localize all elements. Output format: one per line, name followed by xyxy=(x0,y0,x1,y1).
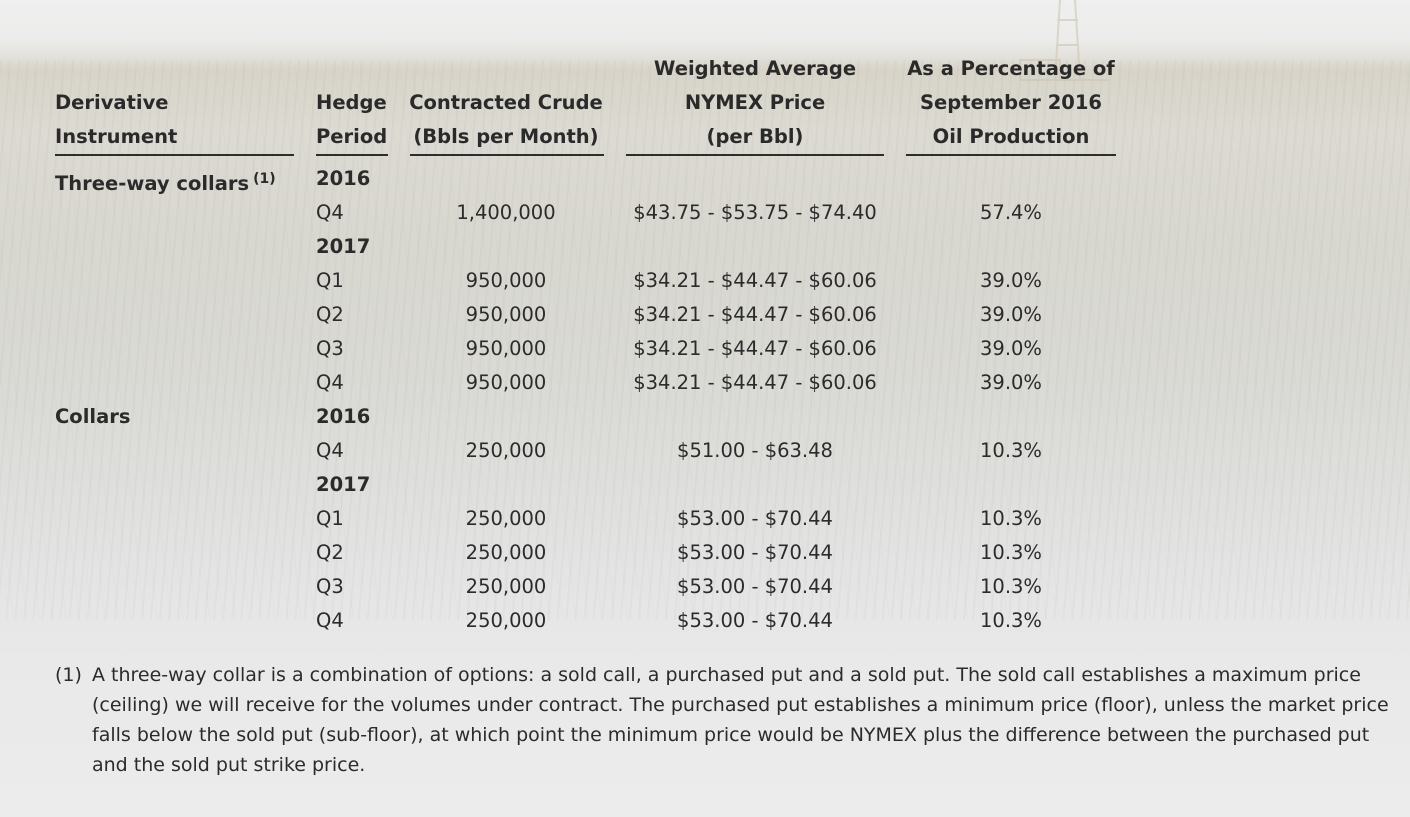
row-period: 2016 xyxy=(316,167,371,190)
row-period: 2017 xyxy=(316,473,371,496)
footnote: (1) A three-way collar is a combination … xyxy=(55,660,1395,780)
row-volume: 1,400,000 xyxy=(456,201,556,224)
header-underline-percent xyxy=(906,154,1116,156)
header-period-line1: Hedge xyxy=(316,91,387,114)
footnote-number: (1) xyxy=(55,664,82,686)
row-percent: 57.4% xyxy=(980,201,1042,224)
row-period: 2017 xyxy=(316,235,371,258)
row-percent: 10.3% xyxy=(980,541,1042,564)
row-price: $34.21 - $44.47 - $60.06 xyxy=(633,337,877,360)
row-price: $34.21 - $44.47 - $60.06 xyxy=(633,269,877,292)
instrument-name: Three-way collars xyxy=(55,172,250,195)
header-volume-line2: (Bbls per Month) xyxy=(413,125,599,148)
row-price: $53.00 - $70.44 xyxy=(677,507,833,530)
row-percent: 39.0% xyxy=(980,371,1042,394)
row-price: $53.00 - $70.44 xyxy=(677,541,833,564)
row-percent: 39.0% xyxy=(980,269,1042,292)
header-underline-period xyxy=(316,154,388,156)
row-price: $34.21 - $44.47 - $60.06 xyxy=(633,303,877,326)
header-underline-instrument xyxy=(55,154,294,156)
header-price-line3: (per Bbl) xyxy=(706,125,804,148)
row-volume: 250,000 xyxy=(465,439,547,462)
row-price: $43.75 - $53.75 - $74.40 xyxy=(633,201,877,224)
row-period: Q2 xyxy=(316,303,344,326)
row-period: Q3 xyxy=(316,575,344,598)
header-underline-price xyxy=(626,154,884,156)
row-percent: 10.3% xyxy=(980,439,1042,462)
row-volume: 950,000 xyxy=(465,303,547,326)
instrument-name: Collars xyxy=(55,405,131,428)
row-percent: 10.3% xyxy=(980,507,1042,530)
row-percent: 10.3% xyxy=(980,575,1042,598)
row-price: $53.00 - $70.44 xyxy=(677,609,833,632)
header-percent-line1: As a Percentage of xyxy=(907,57,1115,80)
row-period: Q4 xyxy=(316,201,344,224)
row-period: Q1 xyxy=(316,507,344,530)
row-volume: 250,000 xyxy=(465,609,547,632)
row-volume: 250,000 xyxy=(465,541,547,564)
section-instrument-label: Three-way collars (1) xyxy=(55,162,276,196)
row-period: 2016 xyxy=(316,405,371,428)
header-price-line2: NYMEX Price xyxy=(684,91,826,114)
footnote-text: A three-way collar is a combination of o… xyxy=(92,664,1389,776)
header-percent-line3: Oil Production xyxy=(932,125,1090,148)
row-price: $51.00 - $63.48 xyxy=(677,439,833,462)
row-percent: 39.0% xyxy=(980,337,1042,360)
row-period: Q4 xyxy=(316,439,344,462)
row-period: Q3 xyxy=(316,337,344,360)
header-percent-line2: September 2016 xyxy=(920,91,1102,114)
row-price: $53.00 - $70.44 xyxy=(677,575,833,598)
row-volume: 950,000 xyxy=(465,269,547,292)
section-instrument-label: Collars xyxy=(55,400,130,434)
header-instrument-line1: Derivative xyxy=(55,91,169,114)
header-price-line1: Weighted Average xyxy=(653,57,857,80)
row-period: Q4 xyxy=(316,609,344,632)
row-volume: 250,000 xyxy=(465,507,547,530)
row-percent: 10.3% xyxy=(980,609,1042,632)
header-period-line2: Period xyxy=(316,125,388,148)
row-period: Q1 xyxy=(316,269,344,292)
header-underline-volume xyxy=(410,154,604,156)
row-period: Q2 xyxy=(316,541,344,564)
row-volume: 950,000 xyxy=(465,371,547,394)
row-volume: 250,000 xyxy=(465,575,547,598)
row-percent: 39.0% xyxy=(980,303,1042,326)
row-volume: 950,000 xyxy=(465,337,547,360)
header-instrument-line2: Instrument xyxy=(55,125,178,148)
row-price: $34.21 - $44.47 - $60.06 xyxy=(633,371,877,394)
header-volume-line1: Contracted Crude xyxy=(409,91,603,114)
footnote-marker: (1) xyxy=(253,171,276,187)
row-period: Q4 xyxy=(316,371,344,394)
